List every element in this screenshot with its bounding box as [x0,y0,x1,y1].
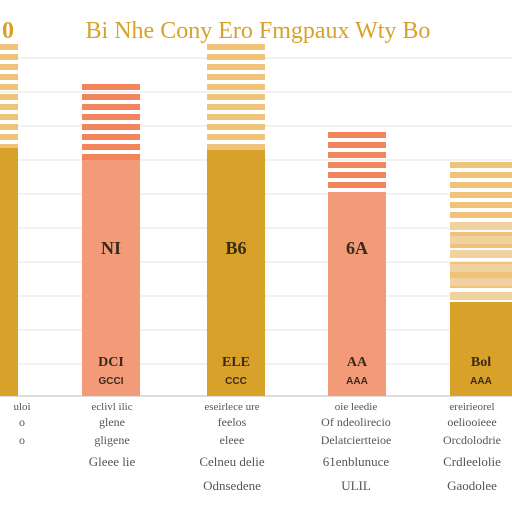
category-label-line: Gleee lie [89,454,136,469]
category-label-line: uloi [13,401,30,413]
bar-sub-label-2: AAA [470,376,492,387]
bar-1 [0,44,18,396]
bar-2: NI DCI GCCI [82,84,140,396]
bar-stripe [450,212,512,218]
category-label-line: Gaodolee [447,478,497,493]
bar-sub-label-2: GCCI [99,376,124,387]
category-label-line: Orcdolodrie [443,433,501,447]
category-label-line: 61enblunuce [323,454,390,469]
bar-stripe [450,172,512,178]
bar-sub-label: DCI [98,355,124,370]
bar-sub-label-2: AAA [346,376,368,387]
bar-stripe [0,124,18,130]
chart-title-prefix: 0 [2,18,14,44]
bar-stripe [0,144,18,148]
bar-stripe [450,222,512,230]
bar-stripe [328,142,386,148]
bar-3: B6 ELE CCC [207,44,265,396]
chart-title: Bi Nhe Cony Ero Fmgpaux Wty Bo [86,18,431,44]
category-label-line: ereirieorel [449,401,494,413]
category-label-line: gligene [94,433,129,447]
bar-stripe [207,74,265,80]
category-label-line: ULIL [341,478,371,493]
category-label-line: feelos [218,415,247,429]
category-label-line: eseirlece ure [204,401,259,413]
category-label-line: glene [99,415,125,429]
bar-stripe [0,44,18,50]
bar-stripe [450,250,512,258]
bar-stripe [328,182,386,188]
category-label-line: eleee [220,433,245,447]
category-label-line: Of ndeolirecio [321,415,391,429]
bar-stripe [0,114,18,120]
bar-value-label: NI [101,238,121,258]
category-label-line: Crdleelolie [443,454,501,469]
bar-value-label: 6A [346,238,368,258]
bar-body [0,148,18,396]
bar-stripe [450,242,512,248]
bar-stripe [207,134,265,140]
bar-stripe [328,132,386,138]
bar-stripe [450,292,512,300]
category-label-line: o [19,415,25,429]
bar-stripe [82,124,140,130]
bar-stripe [0,84,18,90]
category-label-line: o [19,433,25,447]
bar-stripe [82,84,140,90]
bar-stripe [450,182,512,188]
bar-stripe [450,202,512,208]
category-labels: uloi oo eclivl ilic glene gligene Gleee lie es… [13,401,501,493]
category-label-line: oeliooieee [447,415,496,429]
bar-stripe [450,272,512,278]
bar-body [82,160,140,396]
bar-stripe [450,162,512,168]
bar-stripe [82,114,140,120]
bar-sub-label-2: CCC [225,376,247,387]
bar-body [328,192,386,396]
bar-stripe [0,74,18,80]
bar-stripe [450,264,512,272]
bar-stripe [82,144,140,150]
category-label-line: Odnsedene [203,478,261,493]
bar-stripe [450,236,512,244]
bar-stripe [450,192,512,198]
bar-stripe [0,134,18,140]
bar-stripe [207,44,265,50]
bar-stripe [0,64,18,70]
bar-stripe [207,144,265,150]
bar-stripe [207,104,265,110]
bar-body [207,150,265,396]
bar-stripe [0,104,18,110]
bar-5: Bol AAA [450,162,512,396]
bar-stripe [207,54,265,60]
bar-stripe [450,278,512,286]
category-label-line: Celneu delie [199,454,265,469]
bar-stripe [450,232,512,238]
category-label-line: eclivl ilic [91,401,132,413]
bar-stripe [328,152,386,158]
bar-stripe [207,124,265,130]
bar-stripe [82,154,140,160]
bar-sub-label: Bol [471,355,491,370]
bar-stripe [328,162,386,168]
category-label-line: Delatciertteioe [321,433,392,447]
bar-stripe [0,94,18,100]
category-label-line: oie leedie [335,401,378,413]
bar-sub-label: AA [347,355,368,370]
bar-sub-label: ELE [222,355,250,370]
bar-stripe [82,104,140,110]
bar-stripe [0,54,18,60]
bar-body [450,302,512,396]
bar-stripe [207,64,265,70]
bar-stripe [207,84,265,90]
bar-stripe [328,172,386,178]
bar-value-label: B6 [225,238,246,258]
bar-stripe [207,94,265,100]
bar-stripe [207,114,265,120]
bar-stripe [82,94,140,100]
bar-stripe [82,134,140,140]
